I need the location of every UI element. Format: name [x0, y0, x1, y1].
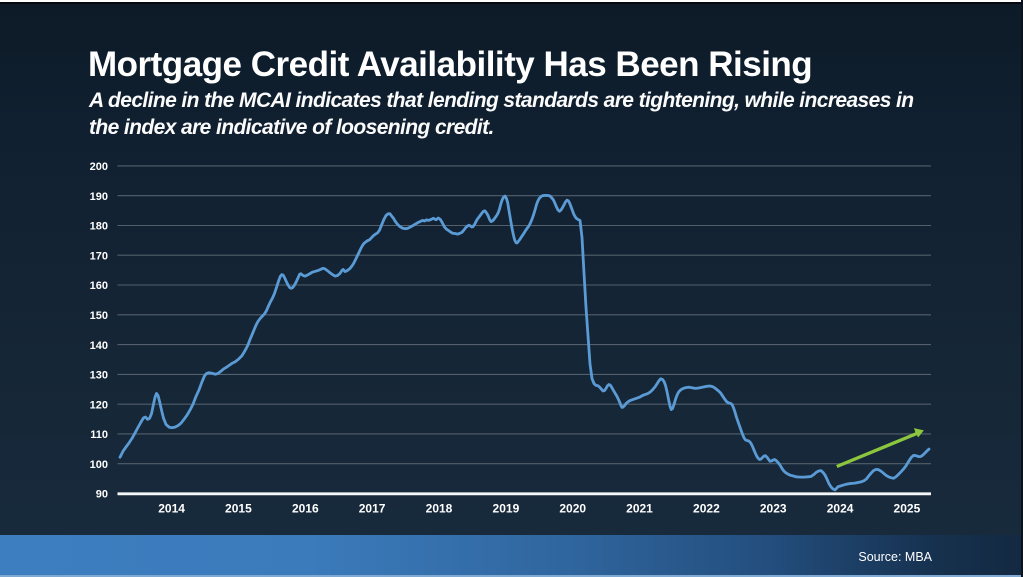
svg-text:2022: 2022 — [693, 502, 720, 516]
svg-text:150: 150 — [90, 310, 108, 322]
svg-text:140: 140 — [90, 340, 108, 352]
svg-text:2020: 2020 — [559, 502, 586, 516]
svg-text:200: 200 — [90, 161, 108, 173]
svg-text:110: 110 — [90, 429, 108, 441]
svg-text:2024: 2024 — [827, 502, 854, 516]
svg-text:130: 130 — [90, 370, 108, 382]
svg-text:2023: 2023 — [760, 502, 787, 516]
svg-text:2019: 2019 — [493, 502, 520, 516]
svg-text:2021: 2021 — [626, 502, 653, 516]
svg-text:2016: 2016 — [292, 502, 319, 516]
svg-text:120: 120 — [90, 399, 108, 411]
svg-text:170: 170 — [90, 250, 108, 262]
svg-text:180: 180 — [90, 221, 108, 233]
svg-text:2017: 2017 — [359, 502, 386, 516]
svg-text:160: 160 — [90, 280, 108, 292]
svg-text:190: 190 — [90, 191, 108, 203]
svg-text:2018: 2018 — [426, 502, 453, 516]
svg-text:2015: 2015 — [225, 502, 252, 516]
svg-text:2014: 2014 — [158, 502, 185, 516]
svg-text:2025: 2025 — [894, 502, 921, 516]
svg-text:90: 90 — [96, 489, 108, 501]
svg-text:100: 100 — [90, 459, 108, 471]
